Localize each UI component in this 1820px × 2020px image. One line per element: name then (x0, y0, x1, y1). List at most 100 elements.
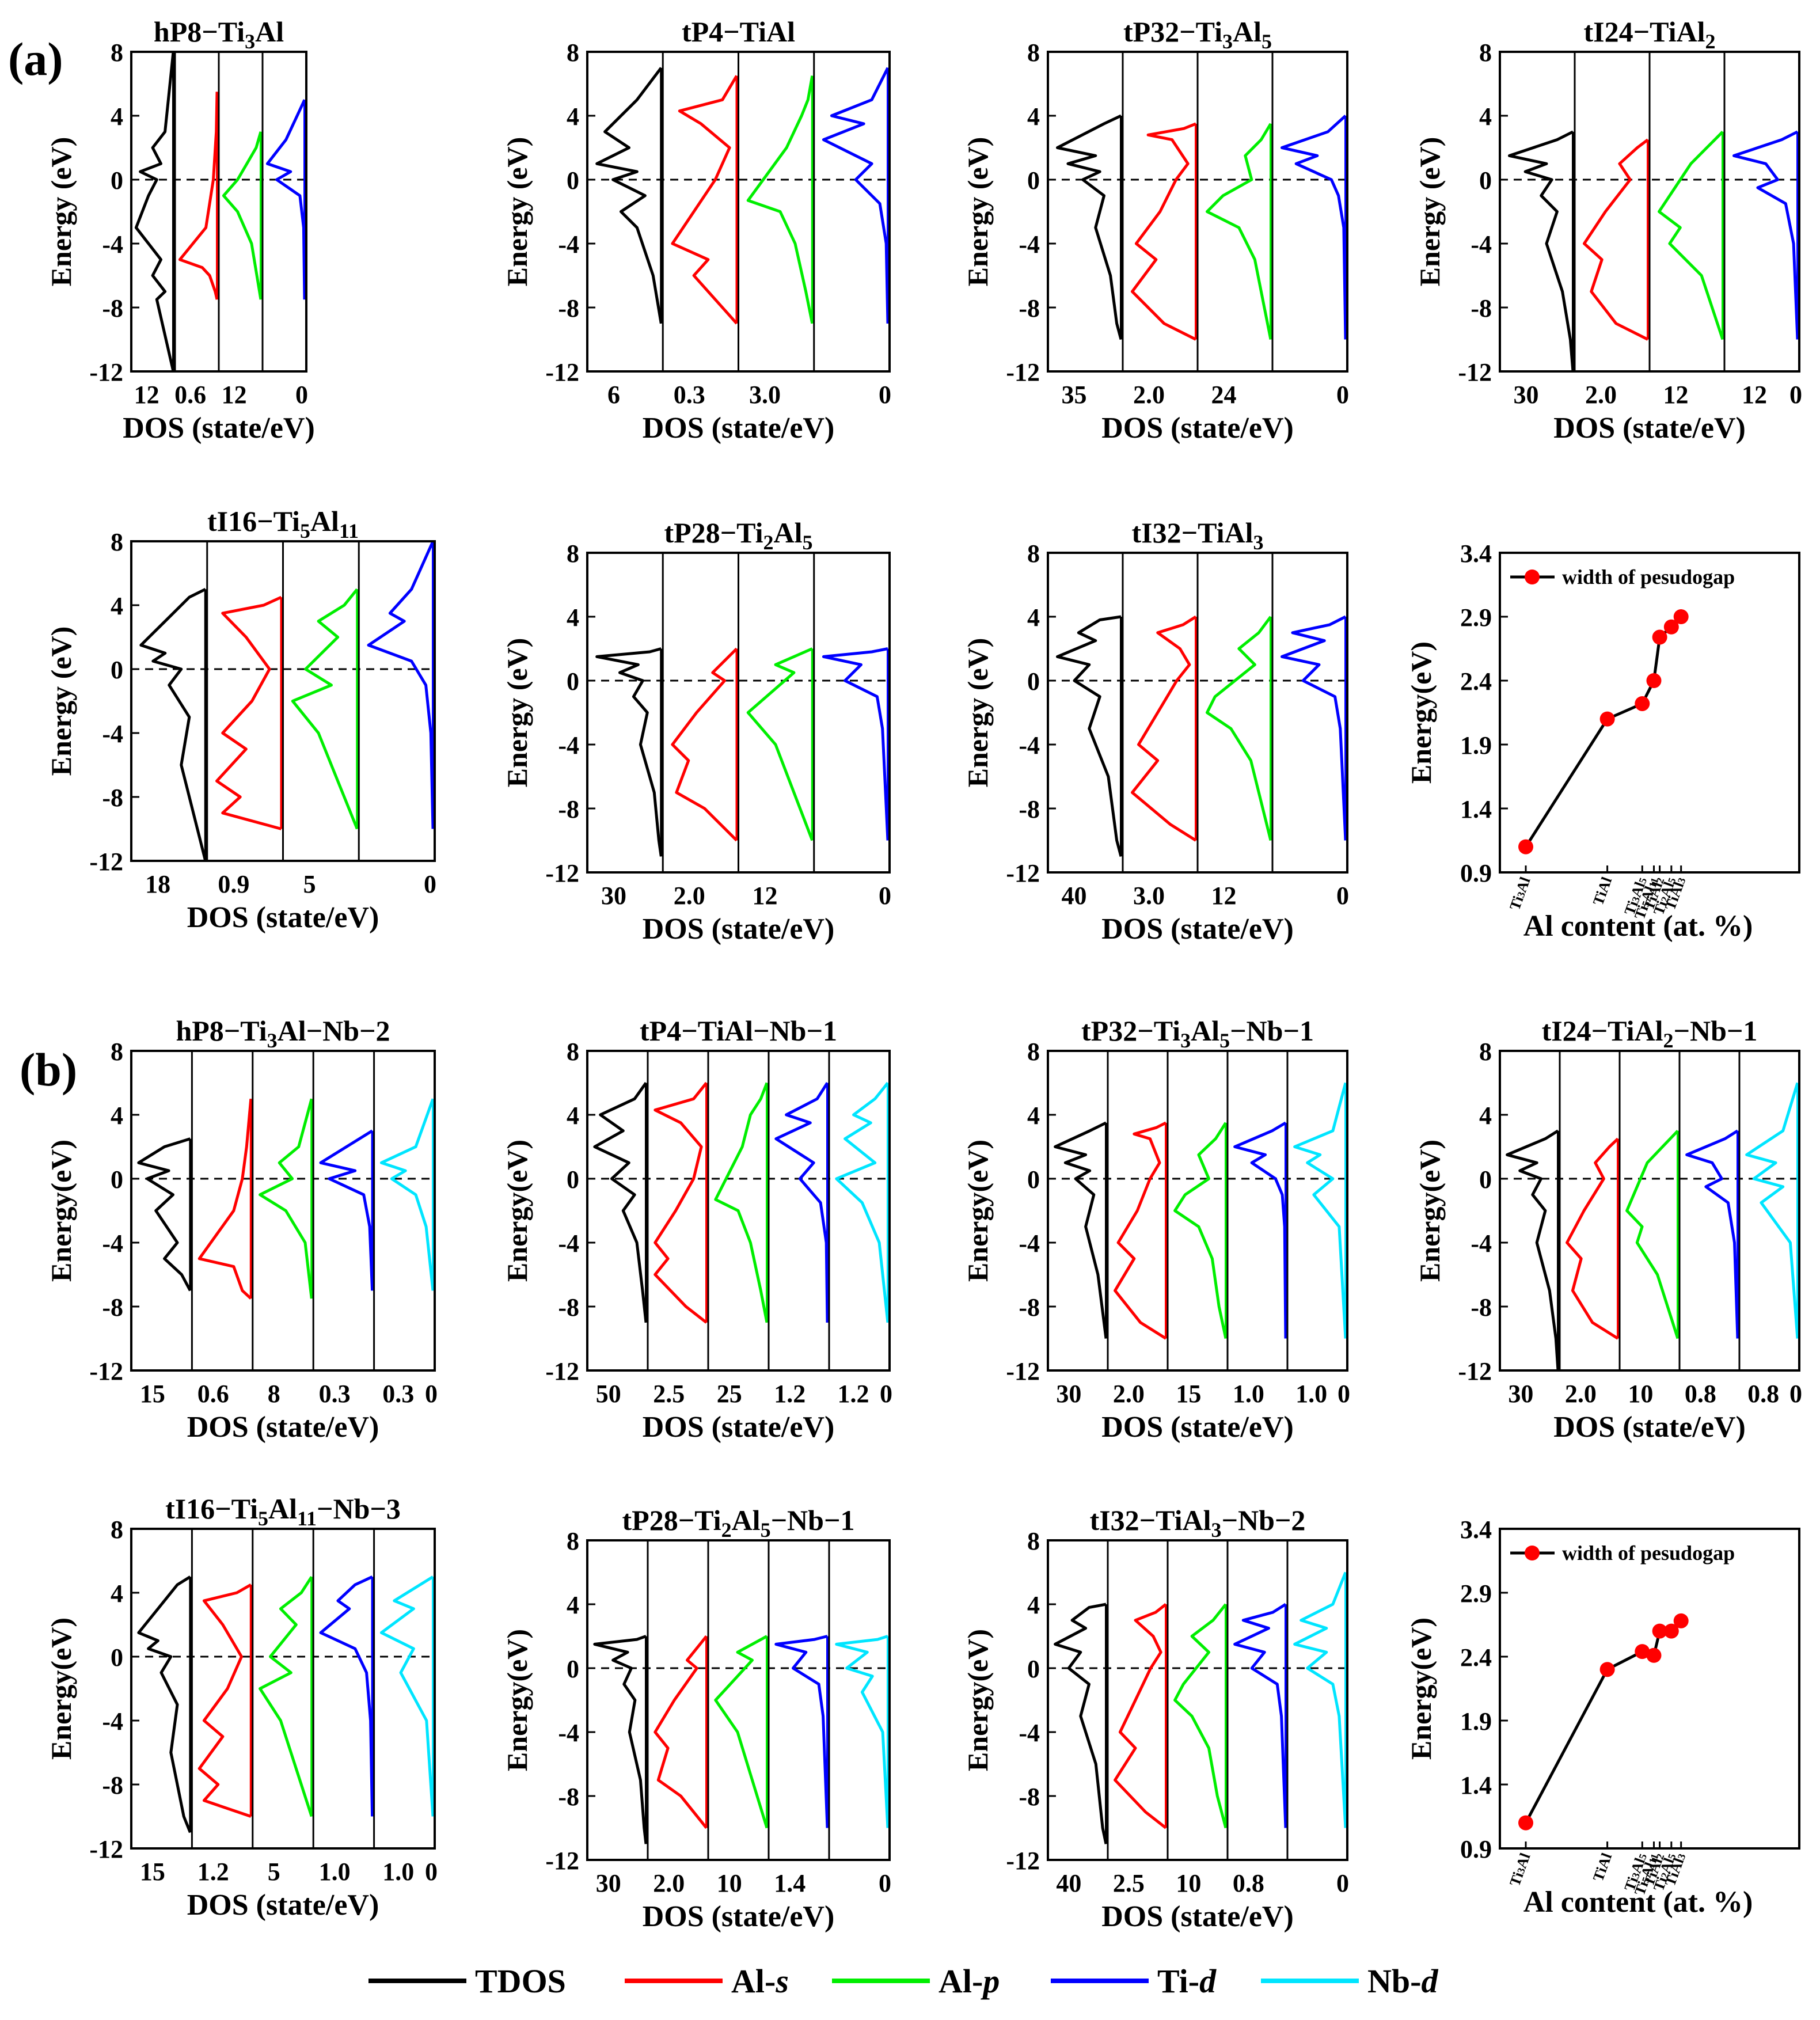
y-tick-label: -8 (102, 294, 123, 322)
dos-curve-al-p (291, 588, 359, 830)
x-tick-label: 6 (607, 381, 620, 409)
x-tick-label: 25 (717, 1380, 742, 1408)
x-tick-label: 30 (1514, 381, 1539, 409)
chart-title: tP28−Ti2Al5 (664, 517, 812, 554)
chart-title-part: Al (268, 1493, 297, 1525)
y-tick-label: 2.9 (1460, 1579, 1492, 1608)
y-axis-label: Energy(eV) (1405, 1617, 1437, 1760)
chart-title-part: hP8−Ti (176, 1015, 267, 1047)
dos-curve-ti-d (1233, 1121, 1287, 1339)
dos-curve-ti-d (1281, 115, 1347, 340)
chart-title: tP32−Ti3Al5 (1123, 16, 1272, 53)
y-tick-label: 0 (111, 166, 123, 195)
y-tick-label: -8 (558, 1293, 579, 1322)
y-tick-label: -12 (1006, 1847, 1040, 1875)
dos-curve-tdos (595, 67, 663, 324)
dos-curve-al-p (1173, 1122, 1228, 1339)
chart-title: tP4−TiAl−Nb−1 (640, 1015, 837, 1047)
x-tick-label: 1.0 (1233, 1380, 1264, 1408)
gap-legend-label: width of pesudogap (1562, 565, 1735, 588)
dos-curve-tdos (1508, 130, 1575, 372)
dos-curve-al-p (1625, 1130, 1680, 1339)
chart-title-part: tI16−Ti (165, 1493, 258, 1525)
x-tick-label: 2.0 (1113, 1380, 1145, 1408)
x-tick-label: 0 (295, 381, 308, 409)
chart-title-part: Al (1191, 1015, 1219, 1047)
legend-label-al-p: Al-p (939, 1962, 1000, 2000)
x-tick-label: 30 (601, 882, 626, 910)
y-tick-label: -12 (545, 1357, 579, 1385)
y-tick-label: 0 (1027, 667, 1040, 696)
plot-frame (1047, 1539, 1348, 1861)
y-axis-label: Energy(eV) (962, 1140, 994, 1282)
gap-legend-label: width of pesudogap (1562, 1541, 1735, 1565)
chart-title-part: tP28−Ti (622, 1504, 721, 1536)
x-category-label: TiAl (1590, 1851, 1615, 1884)
chart-title-part: 2 (721, 1518, 732, 1541)
chart-title-part: Al (774, 517, 803, 549)
plot-frame (586, 1539, 891, 1861)
x-axis-label: DOS (state/eV) (1553, 412, 1746, 445)
y-tick-label: -8 (1019, 795, 1040, 823)
dos-curve-tdos (1056, 114, 1123, 340)
y-tick-label: -12 (89, 1835, 123, 1863)
legend-label-ti-d: Ti-d (1157, 1962, 1217, 2000)
gap-point-ti3al (1518, 1815, 1533, 1831)
panel-b-label: (b) (20, 1043, 77, 1096)
x-tick-label: 12 (1742, 381, 1767, 409)
dos-curve-ti-d (265, 99, 306, 300)
gap-point-ti2al5 (1663, 1623, 1679, 1639)
x-tick-label: 12 (134, 381, 159, 409)
legend-label-text: Ti- (1157, 1962, 1199, 2000)
x-tick-label: 3.0 (1133, 882, 1165, 910)
y-tick-label: 2.9 (1460, 603, 1492, 632)
dos-curve-al-p (746, 75, 814, 324)
dos-curve-tdos (1506, 1129, 1560, 1371)
x-category-label: TiAl (1590, 875, 1615, 908)
dos-curve-ti-d (774, 1082, 829, 1323)
x-tick-label: 5 (268, 1858, 280, 1886)
x-tick-label: 18 (145, 870, 170, 898)
x-tick-label: 2.5 (1113, 1869, 1145, 1897)
chart-title-part: 3 (267, 1029, 278, 1052)
x-axis-label: DOS (state/eV) (1101, 1411, 1294, 1444)
dos-curve-al-p (259, 1098, 313, 1299)
x-tick-label: 40 (1062, 882, 1087, 910)
chart-title-part: Al (1233, 16, 1262, 48)
chart-title-part: hP8−Ti (154, 16, 245, 48)
chart-title-part: 5 (1262, 30, 1272, 53)
x-tick-label: 12 (1211, 882, 1237, 910)
x-tick-label: 50 (596, 1380, 621, 1408)
x-tick-label: 24 (1211, 381, 1237, 409)
y-tick-label: -4 (1019, 1719, 1040, 1747)
dos-curve-ti-d (1732, 130, 1799, 340)
x-tick-label: 0 (1336, 882, 1349, 910)
x-axis-label: DOS (state/eV) (187, 901, 379, 934)
y-tick-label: -8 (558, 1783, 579, 1811)
chart-title-part: −Nb−3 (317, 1493, 401, 1525)
y-axis-label: Energy (eV) (45, 137, 77, 287)
dos-curve-al-s (1583, 138, 1649, 341)
y-tick-label: -12 (89, 358, 123, 386)
y-tick-label: 0 (567, 1655, 579, 1683)
x-tick-label: 5 (303, 870, 316, 898)
chart-title-part: 11 (297, 1507, 317, 1530)
x-axis-label: DOS (state/eV) (643, 913, 835, 946)
y-tick-label: -4 (558, 731, 579, 760)
y-tick-label: 0 (1479, 1165, 1492, 1194)
y-tick-label: 1.9 (1460, 1707, 1492, 1736)
plot-frame (586, 1050, 891, 1372)
dos-curve-tdos (1056, 615, 1123, 857)
y-tick-label: -8 (1471, 1293, 1492, 1322)
y-tick-label: 1.9 (1460, 731, 1492, 760)
legend-label-italic: s (775, 1962, 789, 2000)
y-tick-label: 3.4 (1460, 1516, 1492, 1544)
dos-curve-al-s (653, 1635, 708, 1829)
y-axis-label: Energy (eV) (962, 137, 994, 287)
x-tick-label: 0 (1336, 381, 1349, 409)
dos-curve-al-s (178, 92, 219, 300)
y-tick-label: -12 (545, 358, 579, 386)
x-tick-label: 10 (1176, 1869, 1201, 1897)
y-tick-label: 4 (1027, 1591, 1040, 1619)
legend-label-text: TDOS (475, 1962, 566, 2000)
